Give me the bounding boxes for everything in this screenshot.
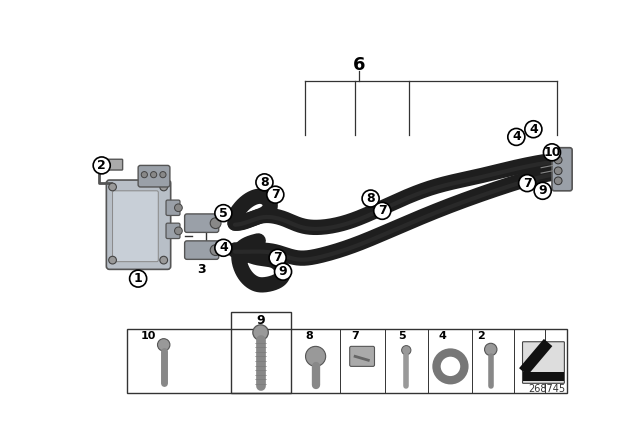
Text: 10: 10 (543, 146, 561, 159)
Text: 7: 7 (273, 251, 282, 264)
Circle shape (484, 343, 497, 356)
Circle shape (518, 175, 536, 192)
Text: 8: 8 (260, 176, 269, 189)
Bar (127, 329, 566, 392)
FancyBboxPatch shape (349, 346, 374, 366)
Circle shape (402, 345, 411, 355)
Text: 4: 4 (529, 123, 538, 136)
Circle shape (305, 346, 326, 366)
Circle shape (129, 270, 147, 287)
Circle shape (543, 144, 561, 161)
Bar (524, 372, 564, 381)
Text: 7: 7 (378, 204, 387, 217)
Circle shape (275, 263, 292, 280)
Circle shape (109, 256, 116, 264)
Circle shape (141, 172, 147, 178)
Circle shape (109, 183, 116, 191)
Circle shape (374, 202, 391, 220)
Text: 7: 7 (351, 332, 359, 341)
Text: 4: 4 (219, 241, 228, 254)
Text: 10: 10 (141, 332, 156, 341)
Text: 2: 2 (97, 159, 106, 172)
Circle shape (256, 174, 273, 191)
Text: 3: 3 (197, 263, 206, 276)
FancyBboxPatch shape (106, 180, 171, 269)
Text: 6: 6 (353, 56, 365, 74)
Circle shape (210, 245, 221, 255)
Circle shape (160, 183, 168, 191)
Circle shape (210, 218, 221, 228)
Text: 2: 2 (477, 332, 485, 341)
Circle shape (554, 177, 562, 185)
Circle shape (160, 256, 168, 264)
Text: 5: 5 (398, 332, 405, 341)
Circle shape (508, 129, 525, 146)
Circle shape (93, 157, 110, 174)
FancyBboxPatch shape (552, 148, 572, 191)
Circle shape (534, 182, 551, 199)
Text: 7: 7 (523, 177, 532, 190)
FancyBboxPatch shape (113, 191, 158, 262)
FancyBboxPatch shape (166, 200, 180, 215)
Circle shape (554, 156, 562, 164)
FancyBboxPatch shape (184, 214, 219, 233)
FancyBboxPatch shape (166, 223, 180, 238)
Circle shape (253, 325, 268, 340)
Circle shape (362, 190, 379, 207)
Circle shape (525, 121, 542, 138)
Circle shape (175, 227, 182, 235)
Text: 9: 9 (279, 265, 287, 278)
Text: 1: 1 (134, 272, 143, 285)
Text: 8: 8 (305, 332, 313, 341)
Text: 9: 9 (256, 314, 265, 327)
Text: 4: 4 (439, 332, 447, 341)
Circle shape (175, 204, 182, 211)
Circle shape (157, 339, 170, 351)
Circle shape (215, 239, 232, 256)
FancyBboxPatch shape (138, 165, 170, 187)
Text: 5: 5 (219, 207, 228, 220)
Circle shape (215, 205, 232, 222)
FancyBboxPatch shape (522, 342, 564, 383)
Bar (231, 312, 291, 392)
Text: 8: 8 (366, 192, 375, 205)
Text: 7: 7 (271, 188, 280, 201)
FancyBboxPatch shape (184, 241, 219, 259)
FancyBboxPatch shape (96, 159, 123, 170)
Circle shape (269, 250, 286, 266)
Circle shape (267, 186, 284, 203)
Text: 4: 4 (512, 130, 521, 143)
Circle shape (554, 167, 562, 175)
Text: 268745: 268745 (528, 384, 565, 394)
Circle shape (160, 172, 166, 178)
Text: 9: 9 (538, 184, 547, 197)
Circle shape (150, 172, 157, 178)
